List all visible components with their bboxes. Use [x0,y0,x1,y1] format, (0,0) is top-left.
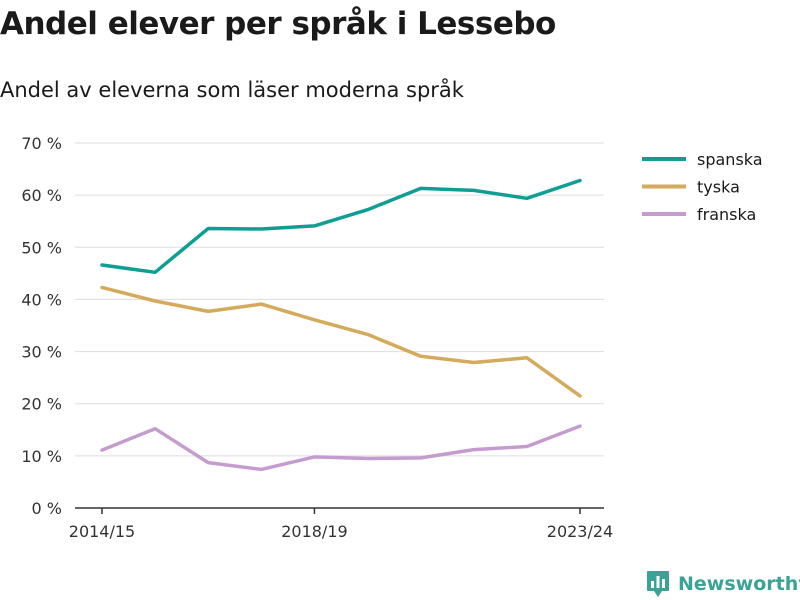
series-line-spanska [100,178,582,275]
chart-title: Andel elever per språk i Lessebo [0,6,556,42]
brand-name: Newsworthy [678,573,800,595]
legend-label: franska [697,205,756,224]
x-tick-label: 2014/15 [69,522,135,541]
series-line-tyska [100,285,582,398]
y-tick-label: 60 % [21,186,62,205]
series-line-franska [100,424,582,472]
legend-label: tyska [697,178,740,197]
legend: spanska tyska franska [642,150,763,224]
series-lines [100,178,582,472]
x-tick-label: 2023/24 [547,522,613,541]
y-tick-label: 40 % [21,290,62,309]
legend-label: spanska [697,150,763,169]
x-tick-label: 2018/19 [281,522,347,541]
y-tick-label: 10 % [21,447,62,466]
chart-subtitle: Andel av eleverna som läser moderna språ… [0,78,464,102]
y-tick-label: 50 % [21,238,62,257]
axes: 0 % 10 % 20 % 30 % 40 % 50 % 60 % 70 % 2014/15 20… [21,134,613,541]
brand: Newsworthy [646,570,800,598]
y-tick-label: 0 % [32,499,62,518]
y-tick-label: 30 % [21,343,62,362]
y-tick-label: 70 % [21,134,62,153]
newsworthy-logo-icon [647,571,669,597]
y-tick-label: 20 % [21,395,62,414]
